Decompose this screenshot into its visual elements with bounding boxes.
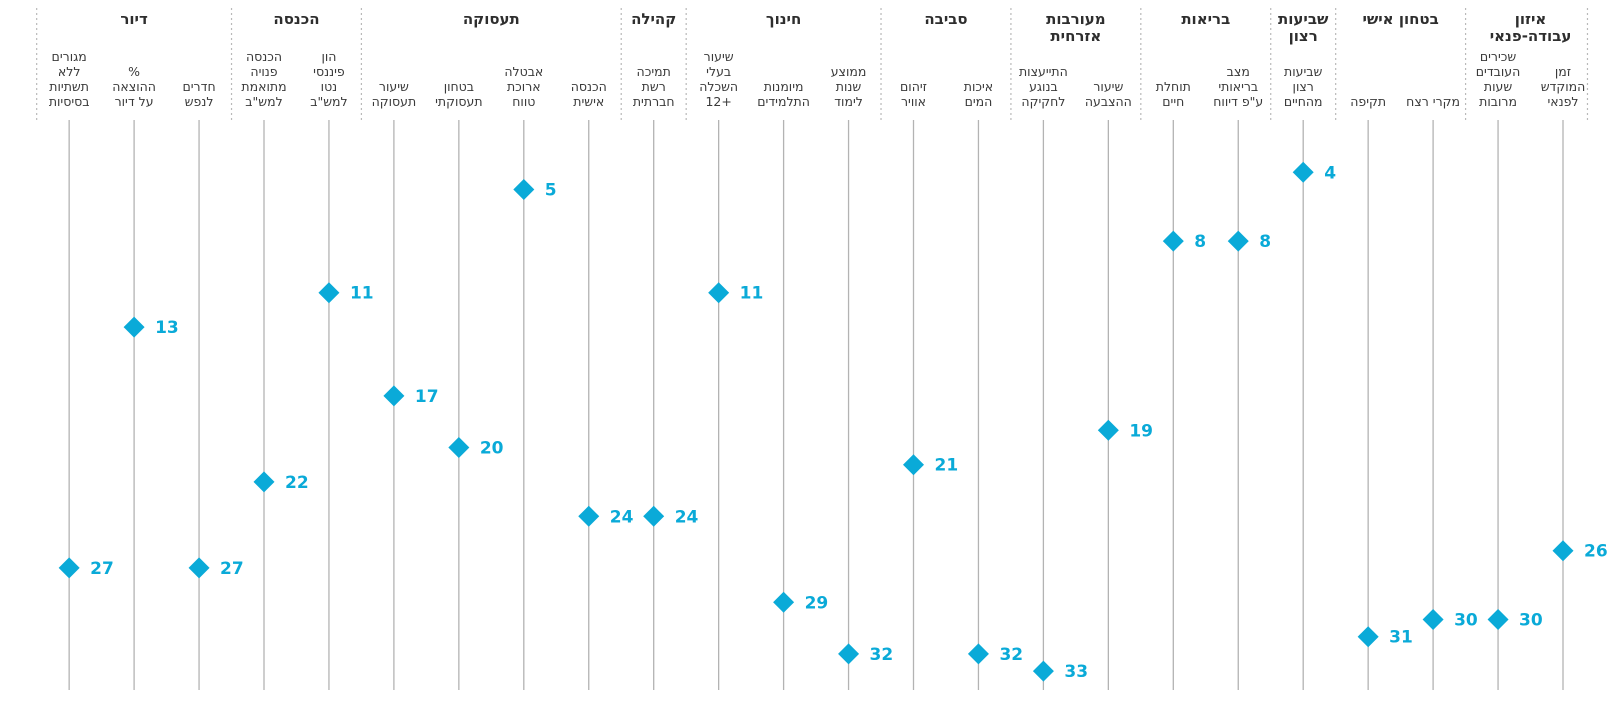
rank-value: 19 bbox=[1129, 421, 1153, 441]
rank-value: 4 bbox=[1324, 163, 1336, 183]
indicator-label: תמיכה רשת חברתית bbox=[633, 64, 675, 109]
rank-value: 29 bbox=[805, 593, 829, 613]
category-title: תעסוקה bbox=[463, 10, 520, 28]
indicator-label: אבטלה ארוכת טווח bbox=[504, 64, 543, 109]
rank-value: 8 bbox=[1259, 232, 1271, 252]
rank-marker bbox=[643, 505, 665, 527]
category-title: סביבה bbox=[924, 10, 967, 28]
indicator-label: איכות המים bbox=[964, 79, 993, 109]
category-title: מעורבות אזרחית bbox=[1046, 10, 1106, 45]
indicator-label: חדרים לנפש bbox=[182, 79, 215, 109]
rank-marker bbox=[1162, 230, 1184, 252]
category-title: חינוך bbox=[766, 10, 801, 28]
rank-marker bbox=[448, 437, 470, 458]
rank-marker bbox=[773, 591, 795, 613]
rank-value: 31 bbox=[1389, 628, 1413, 648]
indicator-label: הכנסה פנויה מתואמת למש"ב bbox=[241, 49, 286, 109]
rank-value: 24 bbox=[675, 507, 699, 527]
indicator-label: שיעור ההצבעה bbox=[1085, 79, 1132, 109]
rank-value: 32 bbox=[999, 645, 1023, 665]
rank-marker bbox=[1032, 660, 1054, 682]
rank-marker bbox=[383, 385, 405, 407]
indicator-label: שכירים העובדים שעות מרובות bbox=[1476, 49, 1521, 109]
rank-value: 17 bbox=[415, 387, 439, 407]
rank-value: 33 bbox=[1064, 662, 1088, 682]
indicator-label: מיומנות התלמידים bbox=[757, 79, 810, 109]
rank-value: 21 bbox=[935, 456, 959, 476]
indicator-label: שיעור בעלי השכלה +12 bbox=[699, 49, 738, 109]
rank-value: 8 bbox=[1194, 232, 1206, 252]
category-title: הכנסה bbox=[273, 10, 319, 28]
indicator-label: תוחלת חיים bbox=[1156, 79, 1191, 109]
rank-marker bbox=[1487, 609, 1509, 630]
category-title: בטחון אישי bbox=[1362, 10, 1438, 28]
indicator-label: מגורים ללא תשתיות בסיסיות bbox=[49, 49, 90, 109]
indicator-label: מקרי רצח bbox=[1406, 94, 1460, 109]
category-title: קהילה bbox=[631, 10, 676, 28]
rank-marker bbox=[58, 557, 80, 579]
rank-value: 11 bbox=[350, 284, 374, 304]
rank-value: 30 bbox=[1454, 611, 1478, 631]
indicator-label: שביעות רצון מהחיים bbox=[1284, 64, 1323, 109]
rank-marker bbox=[1097, 419, 1119, 441]
rank-marker bbox=[1357, 626, 1379, 648]
indicator-label: שיעור תעסוקה bbox=[372, 79, 417, 109]
category-title: איזון עבודה-פנאי bbox=[1490, 10, 1572, 45]
rank-marker bbox=[318, 282, 340, 304]
category-title: בריאות bbox=[1181, 10, 1230, 28]
rank-value: 24 bbox=[610, 507, 634, 527]
rank-marker bbox=[708, 282, 730, 304]
indicator-label: זמן המוקדש לפנאי bbox=[1541, 64, 1586, 109]
indicator-label: בטחון תעסוקתי bbox=[435, 79, 482, 109]
indicator-label: ממוצע שנות לימוד bbox=[831, 64, 867, 109]
rank-marker bbox=[123, 316, 145, 338]
rank-value: 22 bbox=[285, 473, 309, 493]
rank-marker bbox=[253, 471, 275, 493]
indicator-label: זיהום אוויר bbox=[900, 79, 927, 109]
rank-marker bbox=[188, 557, 210, 579]
rank-marker bbox=[1552, 540, 1574, 562]
indicator-label: התייעצות בנוגע לחקיקה bbox=[1019, 64, 1068, 109]
indicator-label: הון פיננסי נטו למש"ב bbox=[310, 49, 347, 109]
indicator-label: הכנסה אישית bbox=[571, 79, 607, 109]
rank-value: 27 bbox=[90, 559, 114, 579]
rank-marker bbox=[513, 179, 535, 200]
rank-marker bbox=[1227, 230, 1249, 252]
rank-marker bbox=[967, 643, 989, 665]
rank-value: 11 bbox=[740, 284, 764, 304]
rank-value: 13 bbox=[155, 318, 179, 338]
rank-marker bbox=[1292, 161, 1314, 183]
category-title: דיור bbox=[120, 10, 148, 28]
indicator-label: % ההוצאה על דיור bbox=[112, 64, 156, 109]
indicator-label: מצב בריאותי ע"פ דיווח bbox=[1213, 64, 1263, 109]
rank-marker bbox=[1422, 609, 1444, 630]
indicator-label: תקיפה bbox=[1350, 94, 1386, 109]
rank-value: 20 bbox=[480, 439, 504, 459]
rank-value: 26 bbox=[1584, 542, 1608, 562]
rank-value: 32 bbox=[870, 645, 894, 665]
rank-value: 27 bbox=[220, 559, 244, 579]
rank-marker bbox=[903, 454, 924, 476]
rank-value: 5 bbox=[545, 181, 557, 201]
rank-marker bbox=[578, 505, 600, 527]
rank-value: 30 bbox=[1519, 611, 1543, 631]
category-title: שביעות רצון bbox=[1278, 10, 1329, 45]
rank-marker bbox=[838, 643, 860, 665]
